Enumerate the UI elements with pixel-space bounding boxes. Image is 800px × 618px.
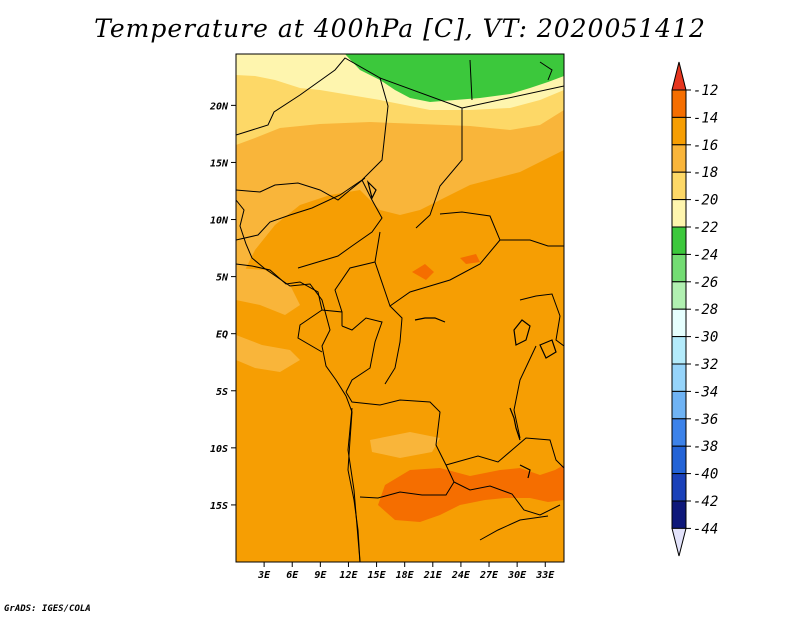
lon-tick-label: 15E	[368, 570, 387, 581]
colorbar-label: -26	[693, 275, 718, 291]
lon-tick-label: 12E	[339, 570, 358, 581]
field-band-m18-m16-patch	[370, 432, 440, 458]
lon-tick-label: 21E	[423, 570, 443, 581]
field-band-m14-m12-patch	[412, 264, 434, 280]
lat-tick-label: 10S	[210, 444, 228, 455]
colorbar-swatch	[671, 418, 687, 447]
latitude-axis: 20N 15N 10N 5N EQ 5S 10S 15S	[209, 101, 236, 512]
colorbar-swatch	[671, 473, 687, 502]
colorbar-label: -38	[693, 439, 718, 455]
colorbar-label: -44	[693, 521, 718, 537]
colorbar-swatch	[671, 445, 687, 475]
colorbar-label: -16	[693, 138, 718, 154]
colorbar-label: -20	[693, 193, 718, 209]
country-borders	[236, 57, 564, 562]
colorbar-swatch	[671, 144, 687, 173]
colorbar-label: -14	[693, 110, 718, 126]
colorbar-swatch	[671, 390, 687, 420]
coastline	[236, 199, 361, 562]
colorbar-label: -34	[693, 384, 718, 400]
colorbar-swatch	[671, 363, 687, 392]
colorbar-label: -18	[693, 165, 718, 181]
colorbar-label: -28	[693, 302, 718, 318]
colorbar-cap-bottom	[671, 527, 687, 557]
lon-tick-label: 33E	[535, 570, 555, 581]
colorbar-cap-top	[671, 61, 687, 91]
field-band-m14-m12-patch	[460, 254, 480, 264]
colorbar-swatch	[671, 281, 687, 310]
colorbar-label: -30	[693, 330, 718, 346]
colorbar-label: -12	[693, 83, 718, 99]
colorbar-swatch	[671, 171, 687, 201]
map-frame	[235, 53, 565, 563]
colorbar-swatch	[671, 336, 687, 365]
lat-tick-label: 5S	[216, 387, 228, 398]
colorbar-swatch	[671, 253, 687, 283]
lat-tick-label: EQ	[216, 330, 228, 341]
field-band-m18-m16-patch	[236, 268, 300, 315]
lat-tick-label: 20N	[209, 101, 229, 112]
colorbar-swatch	[671, 89, 687, 118]
colorbar-swatch	[671, 308, 687, 338]
lakes	[366, 180, 557, 479]
lon-tick-label: 6E	[286, 570, 299, 581]
color-legend: -12 -14 -16 -18 -20 -22 -24 -26 -28 -30 -32 -34 -36 -…	[671, 61, 718, 557]
lat-tick-label: 15N	[210, 158, 229, 169]
map-title: Temperature at 400hPa [C], VT: 202005141…	[94, 14, 706, 43]
lat-tick-label: 10N	[210, 216, 229, 227]
lon-tick-label: 9E	[314, 570, 327, 581]
colorbar-swatch	[671, 500, 687, 529]
temperature-map	[236, 54, 564, 562]
colorbar-label: -36	[693, 412, 718, 428]
colorbar-swatch	[671, 199, 687, 228]
lat-tick-label: 5N	[216, 273, 229, 284]
field-band-m14-m12	[378, 465, 564, 522]
lat-tick-label: 15S	[210, 501, 228, 512]
colorbar-label: -40	[693, 467, 718, 483]
colorbar-label: -42	[693, 494, 718, 510]
field-band-m18-m16-patch	[236, 335, 300, 372]
colorbar-swatch	[671, 226, 687, 255]
colorbar-swatch	[671, 116, 687, 146]
credit-text: GrADS: IGES/COLA	[4, 604, 91, 614]
lon-tick-label: 27E	[479, 570, 499, 581]
longitude-axis: 3E 6E 9E 12E 15E 18E 21E 24E 27E 30E 33E	[257, 562, 555, 581]
lon-tick-label: 30E	[507, 570, 527, 581]
lon-tick-label: 3E	[257, 570, 271, 581]
lon-tick-label: 24E	[451, 570, 471, 581]
field-band-m24-m22	[345, 54, 564, 102]
colorbar-label: -24	[693, 247, 718, 263]
colorbar-label: -32	[693, 357, 718, 373]
colorbar-label: -22	[693, 220, 718, 236]
lon-tick-label: 18E	[396, 570, 415, 581]
